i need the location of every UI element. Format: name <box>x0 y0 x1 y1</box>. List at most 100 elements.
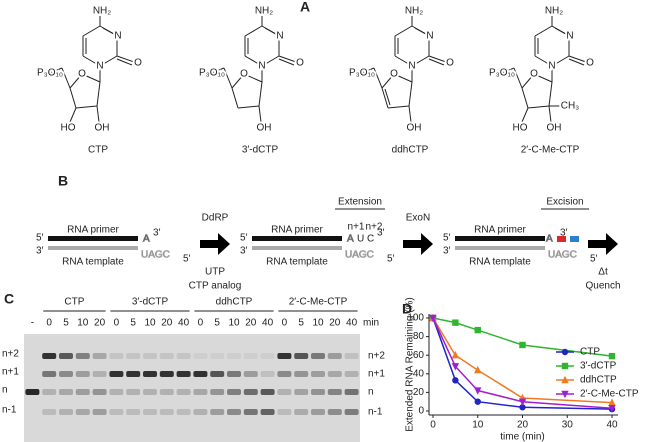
bond <box>81 73 101 83</box>
label: UAGC <box>141 250 170 261</box>
label: 3′ <box>377 228 385 239</box>
rna-template <box>252 246 342 250</box>
bond <box>521 73 535 89</box>
bond <box>414 27 427 35</box>
x-tick-label: 30 <box>562 420 574 431</box>
label: RNA primer <box>271 225 323 236</box>
label: 3′ <box>443 246 451 257</box>
gel-band <box>210 353 225 359</box>
gel-band <box>92 389 107 395</box>
lane-label: 0 <box>114 318 120 329</box>
gel-band <box>277 389 292 395</box>
gel-band <box>143 389 157 395</box>
atom-label: N <box>566 31 573 42</box>
bond <box>548 105 552 123</box>
bond <box>231 73 245 89</box>
gel-band <box>159 371 174 377</box>
panel-label: B <box>58 173 68 189</box>
y-tick-label: 100 <box>407 313 424 324</box>
gel-band <box>344 371 359 377</box>
gel-band <box>294 371 309 377</box>
gel-band <box>176 409 191 415</box>
lane-label: 0 <box>46 318 52 329</box>
bond <box>551 55 570 67</box>
gel-band <box>327 389 342 395</box>
gel-band <box>193 409 208 415</box>
atom-label: P₃O₁₀ <box>199 68 225 79</box>
gel-band <box>344 353 359 359</box>
rna-primer <box>48 236 138 241</box>
lane-label: 5 <box>214 318 220 329</box>
x-axis-title: time (min) <box>500 432 544 442</box>
atom-label: O <box>240 69 248 80</box>
bond <box>237 105 260 109</box>
bond <box>527 105 550 109</box>
gel-band <box>59 409 73 415</box>
label: UTP <box>205 267 225 278</box>
gel-band <box>92 409 107 415</box>
gel-band <box>42 389 57 395</box>
rna-primer <box>455 236 545 241</box>
bond <box>381 73 395 89</box>
gel-band <box>59 371 73 377</box>
gel-band <box>92 353 107 359</box>
gel-band <box>75 353 90 359</box>
bond <box>258 105 262 123</box>
gel-band <box>109 409 124 415</box>
legend-label: 3′-dCTP <box>580 361 617 372</box>
gel-band <box>193 389 208 395</box>
bond <box>513 67 523 89</box>
gel-band <box>176 353 191 359</box>
gel-band <box>227 409 241 415</box>
label: DdRP <box>202 213 229 224</box>
gel-band <box>311 409 325 415</box>
data-point <box>429 314 437 323</box>
gel-band <box>176 389 191 395</box>
atom-label: O <box>530 69 538 80</box>
gel-band <box>243 389 258 395</box>
atom-label: O <box>446 58 454 69</box>
excised-c <box>570 236 579 242</box>
label: C <box>367 234 374 245</box>
gel-band <box>25 389 40 395</box>
gel-band <box>243 409 258 415</box>
label: 3′ <box>240 246 248 257</box>
bond <box>393 73 413 83</box>
lane-label: 0 <box>282 318 288 329</box>
bond <box>231 87 239 109</box>
gel-band <box>143 409 157 415</box>
bond <box>75 105 98 109</box>
atom-label: HO <box>61 123 76 134</box>
gel-band <box>126 409 141 415</box>
bond <box>394 55 413 67</box>
label: 3′ <box>153 228 161 239</box>
label: U <box>357 234 364 245</box>
lane-label: 10 <box>77 318 89 329</box>
gel-band <box>126 389 141 395</box>
bond <box>521 87 529 109</box>
gel-band <box>193 371 208 377</box>
gel-band <box>159 389 174 395</box>
panel-label: A <box>300 0 310 15</box>
arrow <box>588 233 618 255</box>
bond <box>261 55 280 67</box>
group-label: 2′-C-Me-CTP <box>289 297 348 308</box>
rna-primer <box>252 236 342 241</box>
label: 5′ <box>240 233 248 244</box>
bond <box>278 58 295 66</box>
label: RNA template <box>266 257 328 268</box>
label: RNA primer <box>474 225 526 236</box>
bond <box>258 81 263 107</box>
data-point <box>451 363 460 371</box>
gel-band <box>227 371 241 377</box>
x-tick-label: 40 <box>606 420 618 431</box>
label: UAGC <box>345 250 374 261</box>
gel-band <box>59 353 73 359</box>
bond <box>211 67 225 74</box>
bond <box>223 67 233 89</box>
bond <box>116 55 135 63</box>
compound-name: 2′-C-Me-CTP <box>521 145 580 156</box>
label: 5′ <box>387 254 395 265</box>
bond <box>408 105 412 123</box>
